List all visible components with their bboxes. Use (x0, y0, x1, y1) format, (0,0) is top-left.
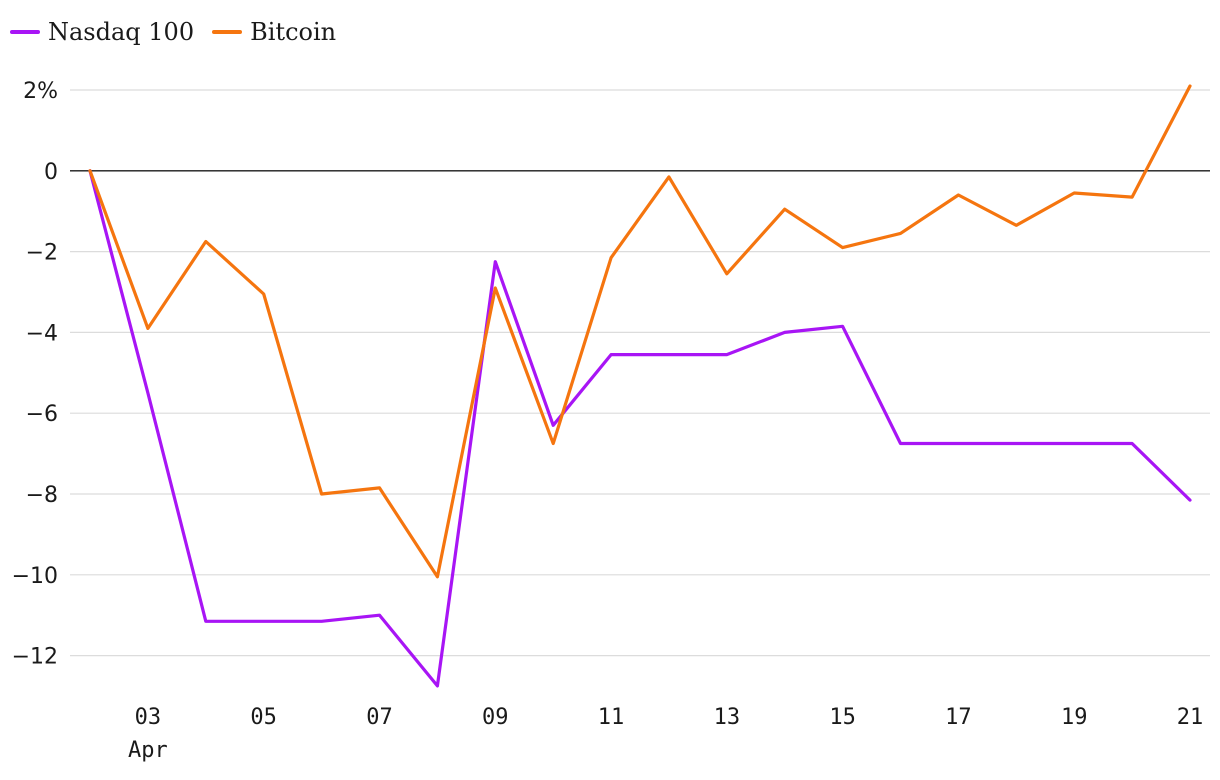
x-axis-ticks: 03 05 07 09 11 13 15 17 19 21 Apr (128, 705, 1203, 763)
y-tick-label: −2 (26, 241, 58, 266)
y-tick-label: −12 (12, 645, 58, 670)
legend-swatch-nasdaq (10, 30, 40, 34)
y-tick-label: 0 (44, 160, 58, 185)
y-tick-label: 2% (23, 79, 58, 104)
y-tick-label: −4 (26, 321, 58, 346)
series-line-nasdaq-100 (88, 169, 1192, 688)
x-month-label: Apr (128, 738, 168, 763)
x-tick-label: 05 (250, 705, 277, 730)
series-line-bitcoin (88, 84, 1192, 579)
x-tick-label: 15 (829, 705, 856, 730)
x-tick-label: 03 (135, 705, 162, 730)
y-tick-label: −6 (26, 402, 58, 427)
x-tick-label: 13 (714, 705, 741, 730)
y-axis-ticks: 2% 0 −2 −4 −6 −8 −10 −12 (12, 79, 58, 670)
grid-lines (70, 89, 1210, 657)
y-tick-label: −8 (26, 483, 58, 508)
x-tick-label: 21 (1177, 705, 1204, 730)
x-tick-label: 19 (1061, 705, 1088, 730)
legend-item-bitcoin[interactable]: Bitcoin (212, 18, 336, 46)
x-tick-label: 17 (945, 705, 972, 730)
y-tick-label: −10 (12, 564, 58, 589)
x-tick-label: 09 (482, 705, 509, 730)
legend-swatch-bitcoin (212, 30, 243, 34)
legend-label-bitcoin: Bitcoin (250, 18, 337, 46)
legend: Nasdaq 100 Bitcoin (10, 14, 336, 50)
series-lines (88, 84, 1192, 688)
x-tick-label: 07 (366, 705, 393, 730)
legend-item-nasdaq[interactable]: Nasdaq 100 (10, 18, 194, 46)
legend-label-nasdaq: Nasdaq 100 (48, 18, 195, 46)
x-tick-label: 11 (598, 705, 625, 730)
